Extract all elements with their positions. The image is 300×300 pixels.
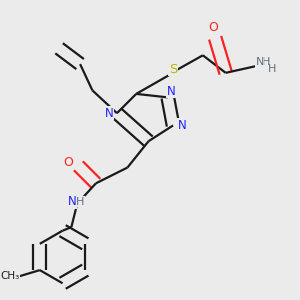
Text: N: N (105, 107, 114, 120)
Text: N: N (177, 119, 186, 132)
Text: CH₃: CH₃ (0, 272, 20, 281)
Text: H: H (268, 64, 277, 74)
Text: H: H (76, 196, 84, 207)
Text: O: O (208, 21, 218, 34)
Text: N: N (256, 57, 264, 67)
Text: N: N (68, 195, 77, 208)
Text: S: S (169, 63, 177, 76)
Text: N: N (167, 85, 176, 98)
Text: H: H (262, 57, 270, 67)
Text: O: O (64, 156, 74, 169)
